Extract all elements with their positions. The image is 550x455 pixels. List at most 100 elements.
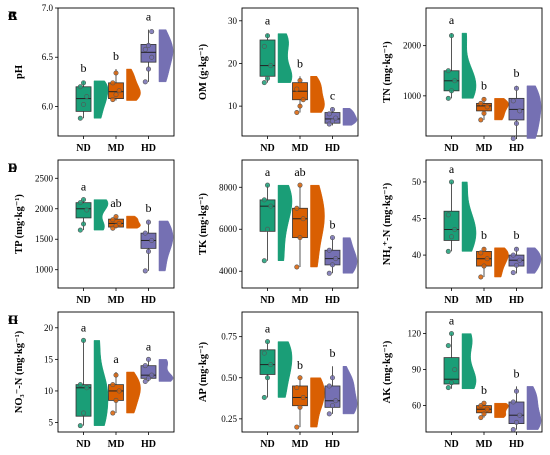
data-point — [513, 419, 519, 425]
x-tick-label: HD — [141, 439, 156, 450]
y-tick-label: 0.75 — [221, 332, 237, 342]
panel-I: I 60 90 120 AK (mg·kg⁻¹) ND a MD b HD b — [8, 311, 543, 450]
y-axis-label: TP (mg·kg⁻¹) — [14, 194, 25, 254]
x-tick-label: MD — [292, 295, 309, 306]
data-point — [517, 257, 523, 263]
data-point — [77, 200, 83, 206]
data-point — [452, 78, 458, 84]
significance-letter: b — [513, 66, 519, 80]
x-tick-label: ND — [260, 295, 274, 306]
data-point — [297, 182, 303, 188]
data-point — [149, 372, 155, 378]
data-point — [445, 385, 451, 391]
data-point — [110, 410, 116, 416]
data-point — [261, 258, 267, 264]
violin-HD — [158, 220, 174, 272]
significance-letter: a — [81, 180, 87, 194]
data-point — [510, 136, 516, 142]
data-point — [261, 394, 267, 400]
panel-frame — [241, 7, 359, 137]
y-tick-label: 0.25 — [221, 414, 237, 424]
panel-letter: G — [8, 312, 18, 327]
y-tick-label: 8000 — [219, 182, 238, 192]
data-point — [333, 398, 339, 404]
significance-letter: b — [329, 218, 335, 232]
x-tick-label: MD — [292, 439, 309, 450]
data-point — [445, 248, 451, 254]
y-tick-label: 20 — [44, 323, 54, 333]
significance-letter: a — [265, 322, 271, 336]
x-tick-label: HD — [509, 143, 524, 154]
significance-letter: a — [449, 314, 455, 328]
panel-F: F 40 45 50 NH₄⁺-N (mg·kg⁻¹) ND a MD b HD b — [8, 159, 543, 306]
data-point — [294, 110, 300, 116]
data-point — [449, 33, 455, 39]
data-point — [449, 179, 455, 185]
data-point — [513, 120, 519, 126]
data-point — [113, 70, 119, 76]
data-point — [149, 237, 155, 243]
data-point — [484, 406, 490, 412]
data-point — [326, 121, 332, 127]
x-tick-label: ND — [444, 143, 458, 154]
data-point — [294, 86, 300, 92]
data-point — [145, 248, 151, 254]
box-ND — [259, 199, 276, 232]
x-tick-label: ND — [260, 439, 274, 450]
y-tick-label: 60 — [412, 401, 422, 411]
panel-A: A 6.0 6.5 7.0 pH ND b MD b HD a — [8, 3, 175, 154]
data-point — [81, 221, 87, 227]
significance-letter: a — [265, 14, 271, 28]
y-tick-label: 6.5 — [42, 52, 54, 62]
panel-H: H 0.25 0.50 0.75 AP (mg·kg⁻¹) ND a MD b HD b — [8, 311, 359, 450]
x-tick-label: HD — [325, 295, 340, 306]
data-point — [513, 246, 519, 252]
significance-letter: a — [81, 320, 87, 334]
box-ND — [443, 210, 460, 241]
data-point — [145, 375, 151, 381]
data-point — [297, 375, 303, 381]
data-point — [265, 75, 271, 81]
data-point — [510, 399, 516, 405]
x-tick-label: MD — [292, 143, 309, 154]
y-tick-label: 7.0 — [42, 3, 54, 13]
x-tick-label: ND — [76, 295, 90, 306]
box-MD — [292, 207, 308, 239]
data-point — [326, 383, 332, 389]
violin-ND — [277, 341, 293, 398]
y-tick-label: 6.0 — [42, 101, 54, 111]
data-point — [333, 256, 339, 262]
data-point — [481, 110, 487, 116]
y-tick-label: 1000 — [35, 265, 54, 275]
data-point — [329, 262, 335, 268]
violin-HD — [158, 359, 174, 382]
violin-MD — [494, 402, 509, 418]
data-point — [110, 217, 116, 223]
x-tick-label: MD — [476, 439, 493, 450]
violin-HD — [526, 247, 542, 274]
data-point — [81, 197, 87, 203]
violin-ND — [93, 340, 109, 426]
data-point — [77, 227, 83, 233]
data-point — [481, 96, 487, 102]
data-point — [449, 380, 455, 386]
data-point — [113, 214, 119, 220]
x-tick-label: MD — [108, 143, 125, 154]
y-tick-label: 10 — [44, 386, 54, 396]
y-tick-label: 10 — [228, 101, 238, 111]
violin-HD — [342, 365, 358, 415]
box-MD — [108, 82, 124, 99]
data-point — [77, 115, 83, 121]
significance-letter: b — [145, 201, 151, 215]
data-point — [481, 411, 487, 417]
data-point — [110, 80, 116, 86]
panel-letter: I — [8, 312, 13, 327]
x-tick-label: ND — [76, 439, 90, 450]
data-point — [261, 43, 267, 49]
panel-D: D 1000 1500 2000 2500 TP (mg·kg⁻¹) ND a MD ab HD b — [8, 159, 175, 306]
x-tick-label: HD — [141, 143, 156, 154]
y-axis-label: AK (mg·kg⁻¹) — [382, 340, 393, 403]
x-tick-label: ND — [444, 295, 458, 306]
data-point — [145, 66, 151, 72]
data-point — [261, 80, 267, 86]
